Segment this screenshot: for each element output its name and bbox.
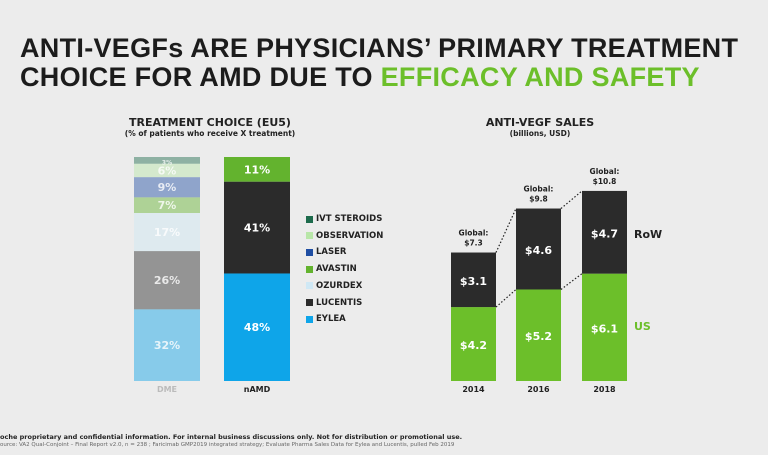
category-label: 2018	[593, 385, 616, 394]
category-label: nAMD	[244, 385, 271, 394]
bar-segment-lucentis	[224, 181, 290, 274]
bar-segment-eylea	[224, 273, 290, 381]
legend-label: OZURDEX	[316, 280, 363, 291]
data-label: 32%	[154, 339, 180, 352]
legend-label: AVASTIN	[316, 264, 357, 275]
data-label: 3%	[162, 159, 172, 166]
legend-label: LUCENTIS	[316, 297, 363, 308]
total-value: $10.8	[593, 177, 617, 186]
total-value: $9.8	[529, 195, 548, 204]
data-label: 7%	[158, 199, 177, 212]
bar-segment-avastin	[224, 157, 290, 182]
category-label: 2016	[527, 385, 550, 394]
total-label: Global:	[524, 185, 554, 194]
right-chart-subtitle: (billions, USD)	[509, 129, 571, 138]
trend-line-us	[495, 289, 517, 308]
data-label: $6.1	[591, 322, 618, 335]
series-label-row: RoW	[634, 228, 662, 241]
series-label-us: US	[634, 320, 651, 333]
legend-item: EYLEA	[306, 314, 346, 324]
bar-segment-row	[516, 208, 561, 290]
data-label: $4.6	[525, 244, 552, 257]
legend-item: LUCENTIS	[306, 298, 362, 308]
data-label: $5.2	[525, 330, 552, 343]
trend-line-total	[560, 190, 583, 209]
legend-label: LASER	[316, 247, 347, 258]
data-label: 26%	[154, 274, 180, 287]
legend-item: LASER	[306, 247, 346, 257]
bar-segment-row	[582, 190, 627, 274]
data-label: 9%	[158, 181, 177, 194]
left-chart-title: TREATMENT CHOICE (EU5)	[129, 116, 291, 129]
data-label: 17%	[154, 226, 180, 239]
bar-segment-us	[582, 273, 627, 381]
legend-swatch	[306, 248, 313, 256]
bar-segment-row	[451, 252, 496, 308]
legend-label: OBSERVATION	[316, 230, 384, 241]
legend-swatch	[306, 215, 313, 223]
legend-item: OBSERVATION	[306, 231, 383, 241]
legend-item: OZURDEX	[306, 281, 362, 291]
bar-segment-ivt-steroids	[134, 157, 200, 164]
legend-item: IVT STEROIDS	[306, 214, 382, 224]
title-highlight: EFFICACY AND SAFETY	[380, 62, 700, 92]
legend-swatch	[306, 299, 313, 306]
bar-segment-us	[451, 307, 496, 381]
legend-swatch	[306, 232, 313, 240]
legend-swatch	[306, 265, 313, 273]
title-line-1: ANTI-VEGFs ARE PHYSICIANS’ PRIMARY TREAT…	[20, 33, 739, 63]
bar-segment-laser	[134, 177, 200, 198]
category-label: DME	[157, 385, 177, 394]
title-line-2: CHOICE FOR AMD DUE TO	[20, 62, 381, 92]
total-value: $7.3	[464, 239, 483, 248]
trend-line-us	[560, 273, 583, 290]
bar-segment-eylea	[134, 309, 200, 381]
legend-swatch	[306, 315, 313, 323]
trend-line-total	[495, 208, 517, 253]
slide-title: ANTI-VEGFs ARE PHYSICIANS’ PRIMARY TREAT…	[20, 34, 738, 92]
legend-swatch	[306, 282, 313, 290]
bar-segment-us	[516, 289, 561, 381]
right-chart-title: ANTI-VEGF SALES	[485, 116, 595, 129]
total-label: Global:	[459, 229, 489, 238]
data-label: $4.2	[460, 339, 487, 352]
bar-segment-ozurdex	[134, 213, 200, 252]
data-label: 11%	[244, 163, 270, 176]
bar-segment-observation	[134, 163, 200, 178]
bar-segment-lucentis	[134, 251, 200, 310]
data-label: $4.7	[591, 227, 618, 240]
data-label: $3.1	[460, 275, 487, 288]
category-label: 2014	[462, 385, 485, 394]
legend-label: IVT STEROIDS	[316, 214, 383, 224]
total-label: Global:	[590, 167, 620, 176]
source-note: ource: VA2 Qual-Conjoint – Final Report …	[0, 442, 455, 448]
left-chart-subtitle: (% of patients who receive X treatment)	[124, 129, 296, 138]
legend-item: AVASTIN	[306, 264, 357, 274]
confidential-note: oche proprietary and confidential inform…	[0, 433, 463, 441]
bar-segment-avastin	[134, 197, 200, 213]
data-label: 6%	[158, 164, 177, 177]
legend-label: EYLEA	[316, 314, 346, 325]
data-label: 41%	[244, 222, 270, 235]
data-label: 48%	[244, 321, 270, 334]
